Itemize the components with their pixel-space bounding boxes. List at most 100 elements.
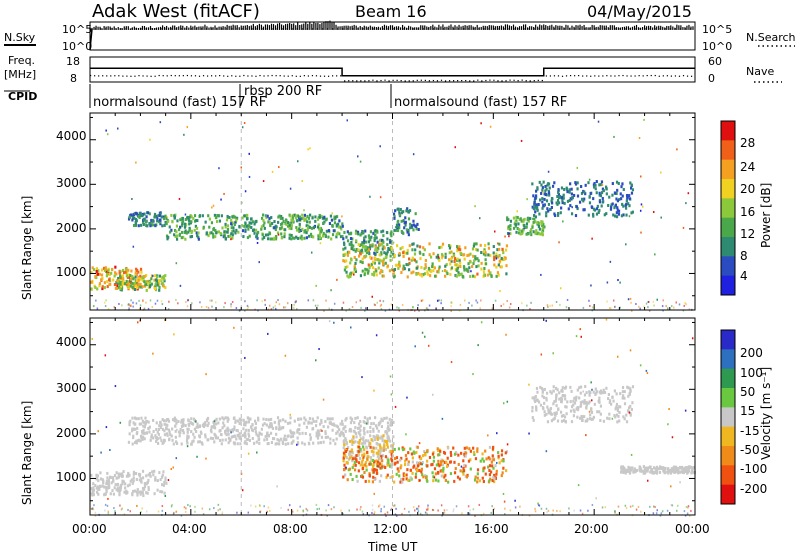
sparse-cell: [230, 238, 232, 241]
range-gate-cell: [578, 396, 581, 400]
range-gate-cell: [300, 234, 303, 238]
range-gate-cell: [284, 228, 287, 232]
nsearch-point: [543, 28, 545, 30]
range-gate-cell: [240, 224, 244, 228]
range-gate-cell: [407, 233, 410, 237]
range-gate-cell: [243, 421, 246, 425]
range-gate-cell: [369, 434, 372, 438]
range-gate-cell: [154, 274, 157, 278]
nave-point: [654, 74, 656, 77]
range-gate-cell: [361, 467, 365, 471]
range-gate-cell: [645, 467, 648, 471]
range-gate-cell: [543, 410, 546, 414]
range-gate-cell: [469, 260, 472, 264]
noise-cell: [579, 509, 582, 512]
range-gate-cell: [380, 456, 383, 460]
power-scatter: [90, 113, 693, 312]
range-gate-cell: [385, 440, 389, 444]
range-gate-cell: [477, 264, 480, 268]
noise-cell: [201, 507, 204, 510]
range-gate-cell: [500, 265, 503, 269]
range-gate-cell: [438, 464, 441, 468]
range-gate-cell: [372, 429, 375, 433]
range-gate-cell: [480, 267, 483, 271]
range-gate-cell: [318, 232, 322, 236]
range-gate-cell: [352, 429, 356, 433]
noise-cell: [93, 504, 95, 507]
range-gate-cell: [308, 421, 311, 425]
range-gate-cell: [541, 206, 544, 210]
range-gate-cell: [346, 239, 350, 243]
range-gate-cell: [351, 440, 354, 444]
nave-point: [98, 75, 100, 77]
range-gate-cell: [119, 287, 122, 291]
range-gate-cell: [184, 237, 187, 241]
noise-cell: [128, 304, 131, 307]
range-gate-cell: [357, 461, 361, 465]
range-gate-cell: [553, 413, 557, 417]
noise-cell: [256, 299, 258, 302]
range-gate-cell: [573, 401, 577, 405]
nave-point: [311, 75, 314, 77]
range-gate-cell: [319, 441, 322, 445]
range-gate-cell: [250, 425, 253, 429]
range-gate-cell: [490, 470, 493, 474]
range-gate-cell: [372, 266, 375, 270]
range-gate-cell: [335, 235, 338, 239]
range-gate-cell: [134, 223, 138, 227]
range-gate-cell: [159, 222, 162, 226]
range-gate-cell: [310, 226, 314, 230]
range-gate-cell: [674, 465, 678, 469]
range-gate-cell: [458, 477, 461, 481]
range-gate-cell: [590, 407, 593, 411]
noise-cell: [284, 306, 287, 309]
sparse-cell: [315, 359, 317, 362]
sparse-cell: [278, 166, 280, 169]
range-gate-cell: [456, 475, 460, 479]
range-gate-cell: [349, 237, 353, 241]
range-gate-cell: [429, 274, 432, 278]
noise-cell: [161, 303, 164, 306]
range-gate-cell: [140, 480, 143, 484]
range-gate-cell: [293, 431, 296, 435]
nsearch-point: [387, 28, 389, 30]
range-gate-cell: [564, 405, 567, 409]
range-gate-cell: [437, 479, 440, 483]
range-gate-cell: [382, 245, 385, 249]
range-gate-cell: [578, 386, 581, 390]
range-gate-cell: [319, 230, 322, 234]
range-gate-cell: [134, 472, 138, 476]
noise-cell: [235, 307, 238, 310]
nsky-panel-frame: [89, 21, 696, 51]
range-gate-cell: [559, 399, 563, 403]
range-gate-cell: [149, 474, 152, 478]
nave-point: [594, 75, 596, 77]
range-gate-cell: [133, 224, 136, 228]
range-gate-cell: [448, 244, 451, 248]
noise-cell: [199, 301, 201, 304]
range-gate-cell: [141, 419, 144, 423]
range-gate-cell: [175, 230, 178, 234]
range-gate-cell: [321, 216, 325, 220]
range-gate-cell: [389, 421, 392, 425]
sparse-cell: [656, 298, 658, 301]
range-gate-cell: [475, 242, 478, 246]
range-gate-cell: [342, 434, 345, 438]
sparse-cell: [679, 481, 681, 484]
noise-cell: [675, 301, 678, 304]
sparse-cell: [460, 465, 463, 468]
range-gate-cell: [342, 241, 346, 245]
noise-cell: [482, 512, 485, 515]
range-gate-cell: [217, 214, 220, 218]
range-gate-cell: [277, 215, 280, 219]
range-gate-cell: [245, 442, 248, 446]
freq-unit-label: [MHz]: [4, 68, 36, 81]
noise-cell: [476, 301, 479, 304]
range-gate-cell: [155, 439, 158, 443]
range-gate-cell: [533, 199, 536, 203]
range-gate-cell: [543, 388, 546, 392]
range-gate-cell: [298, 227, 301, 231]
range-gate-cell: [335, 424, 338, 428]
range-gate-cell: [267, 237, 270, 241]
range-gate-cell: [476, 447, 479, 451]
